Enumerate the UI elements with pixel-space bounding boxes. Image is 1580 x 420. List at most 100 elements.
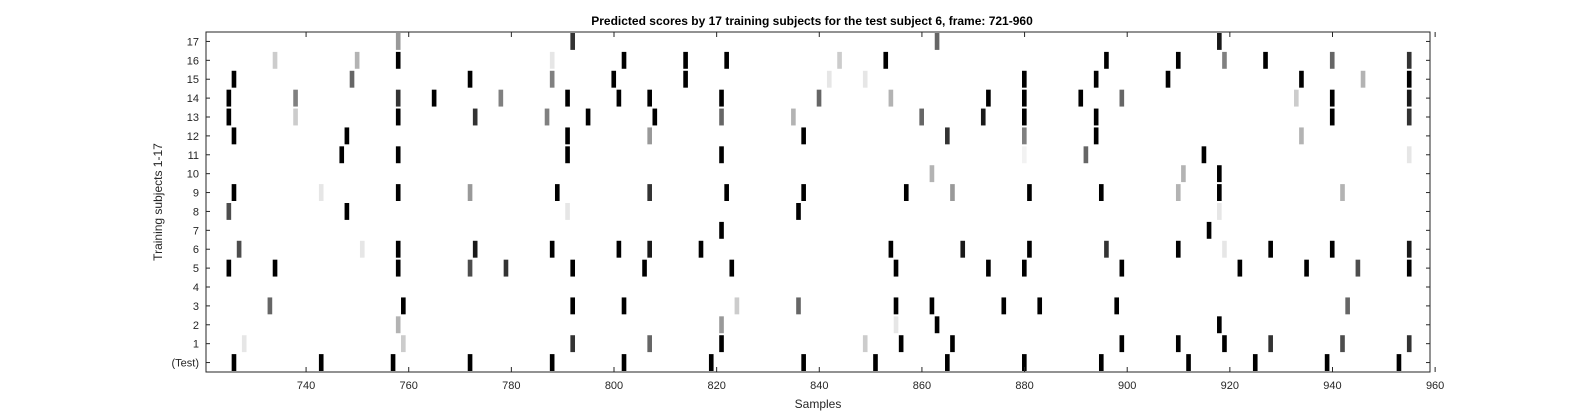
heatmap-cell: [621, 297, 627, 315]
heatmap-cell: [226, 108, 232, 126]
heatmap-cell: [226, 259, 232, 277]
heatmap-cell: [1252, 354, 1258, 371]
x-tick-label: 800: [605, 380, 623, 392]
heatmap-cell: [401, 297, 406, 315]
x-tick-label: 820: [707, 380, 725, 392]
heatmap-cell: [318, 354, 324, 371]
heatmap-cell: [647, 89, 652, 107]
heatmap-cell: [395, 259, 401, 277]
heatmap-cell: [1093, 108, 1099, 126]
heatmap-cell: [801, 127, 806, 145]
x-tick-label: 900: [1118, 380, 1136, 392]
x-axis: 740 760 780 800 820 840 860 880 900 920 940 960: [297, 32, 1444, 392]
heatmap-cell: [267, 297, 273, 315]
heatmap-cell: [503, 259, 509, 277]
plot-frame: [205, 31, 1431, 373]
heatmap-cell: [395, 240, 401, 258]
heatmap-cell: [621, 51, 627, 69]
heatmap-cell: [934, 316, 940, 334]
heatmap-cell: [1217, 316, 1222, 334]
heatmap-cell: [344, 203, 350, 220]
heatmap-cell: [395, 108, 401, 126]
y-tick-label: 1: [193, 339, 199, 351]
heatmap-cell: [1355, 259, 1361, 277]
heatmap-cell: [862, 70, 868, 88]
heatmap-cell: [349, 70, 355, 88]
heatmap-cell: [801, 184, 806, 201]
heatmap-cell: [903, 184, 909, 201]
chart-title: Predicted scores by 17 training subjects…: [591, 14, 1033, 28]
heatmap-cell: [888, 240, 894, 258]
heatmap-cell: [1268, 240, 1273, 258]
heatmap-cell: [241, 335, 247, 353]
heatmap-cell: [226, 203, 232, 220]
heatmap-cell: [1406, 51, 1412, 69]
heatmap-cell: [719, 335, 724, 353]
heatmap-cell: [893, 297, 899, 315]
heatmap-cell: [1406, 70, 1412, 88]
heatmap-cell: [934, 33, 940, 50]
heatmap-cell: [719, 108, 724, 126]
heatmap-cell: [395, 146, 401, 164]
heatmap-cell: [318, 184, 324, 201]
heatmap-cell: [647, 335, 652, 353]
heatmap-cell: [729, 259, 735, 277]
heatmap-cell: [565, 203, 570, 220]
heatmap-cell: [1175, 51, 1181, 69]
heatmap-cell: [1119, 259, 1125, 277]
y-tick-label: 10: [187, 169, 199, 181]
heatmap-cell: [1222, 240, 1227, 258]
heatmap-cell: [945, 354, 950, 371]
heatmap-cell: [1114, 297, 1120, 315]
heatmap-cell: [231, 70, 237, 88]
heatmap-cell: [1078, 89, 1084, 107]
heatmap-cell: [1217, 203, 1222, 220]
y-tick-label: 6: [193, 244, 199, 256]
heatmap-cell: [1406, 259, 1412, 277]
heatmap-cell: [873, 354, 878, 371]
heatmap-cell: [395, 33, 401, 50]
heatmap-cell: [1396, 354, 1402, 371]
heatmap-cell: [1022, 89, 1027, 107]
heatmap-cell: [1104, 240, 1109, 258]
heatmap-cell: [472, 240, 478, 258]
heatmap-cell: [893, 316, 899, 334]
heatmap-cell: [1119, 89, 1125, 107]
heatmap-cell: [698, 240, 704, 258]
heatmap-cell: [1329, 51, 1335, 69]
heatmap-cell: [647, 240, 652, 258]
y-tick-label: 13: [187, 112, 199, 124]
x-tick-label: 860: [913, 380, 931, 392]
y-tick-label: 8: [193, 206, 199, 218]
x-tick-label: 740: [297, 380, 315, 392]
heatmap-cell: [570, 33, 576, 50]
heatmap-cell: [719, 89, 724, 107]
y-axis-label: Training subjects 1-17: [151, 143, 165, 261]
heatmap-cell: [565, 89, 570, 107]
heatmap-cell: [339, 146, 345, 164]
heatmap-cell: [1022, 354, 1027, 371]
x-tick-label: 940: [1323, 380, 1341, 392]
heatmap-cell: [395, 51, 401, 69]
y-tick-label: 5: [193, 263, 199, 275]
heatmap-cell: [642, 259, 647, 277]
y-tick-label: 15: [187, 74, 199, 86]
heatmap-cell: [1022, 259, 1027, 277]
heatmap-cell: [1263, 51, 1268, 69]
heatmap-cell: [1340, 184, 1345, 201]
heatmap-cell: [826, 70, 832, 88]
heatmap-cell: [498, 89, 504, 107]
y-tick-label: 17: [187, 36, 199, 48]
heatmap-cell: [231, 184, 237, 201]
y-tick-label: 14: [187, 93, 199, 105]
heatmap-cell: [708, 354, 714, 371]
heatmap-cell: [621, 354, 627, 371]
heatmap-cell: [734, 297, 740, 315]
heatmap-cell: [1093, 70, 1099, 88]
heatmap-cell: [1299, 70, 1304, 88]
heatmap-cell: [929, 297, 935, 315]
heatmap-cell: [1098, 354, 1104, 371]
y-tick-label: 3: [193, 301, 199, 313]
heatmap-cell: [719, 221, 724, 239]
heatmap-cell: [719, 316, 724, 334]
